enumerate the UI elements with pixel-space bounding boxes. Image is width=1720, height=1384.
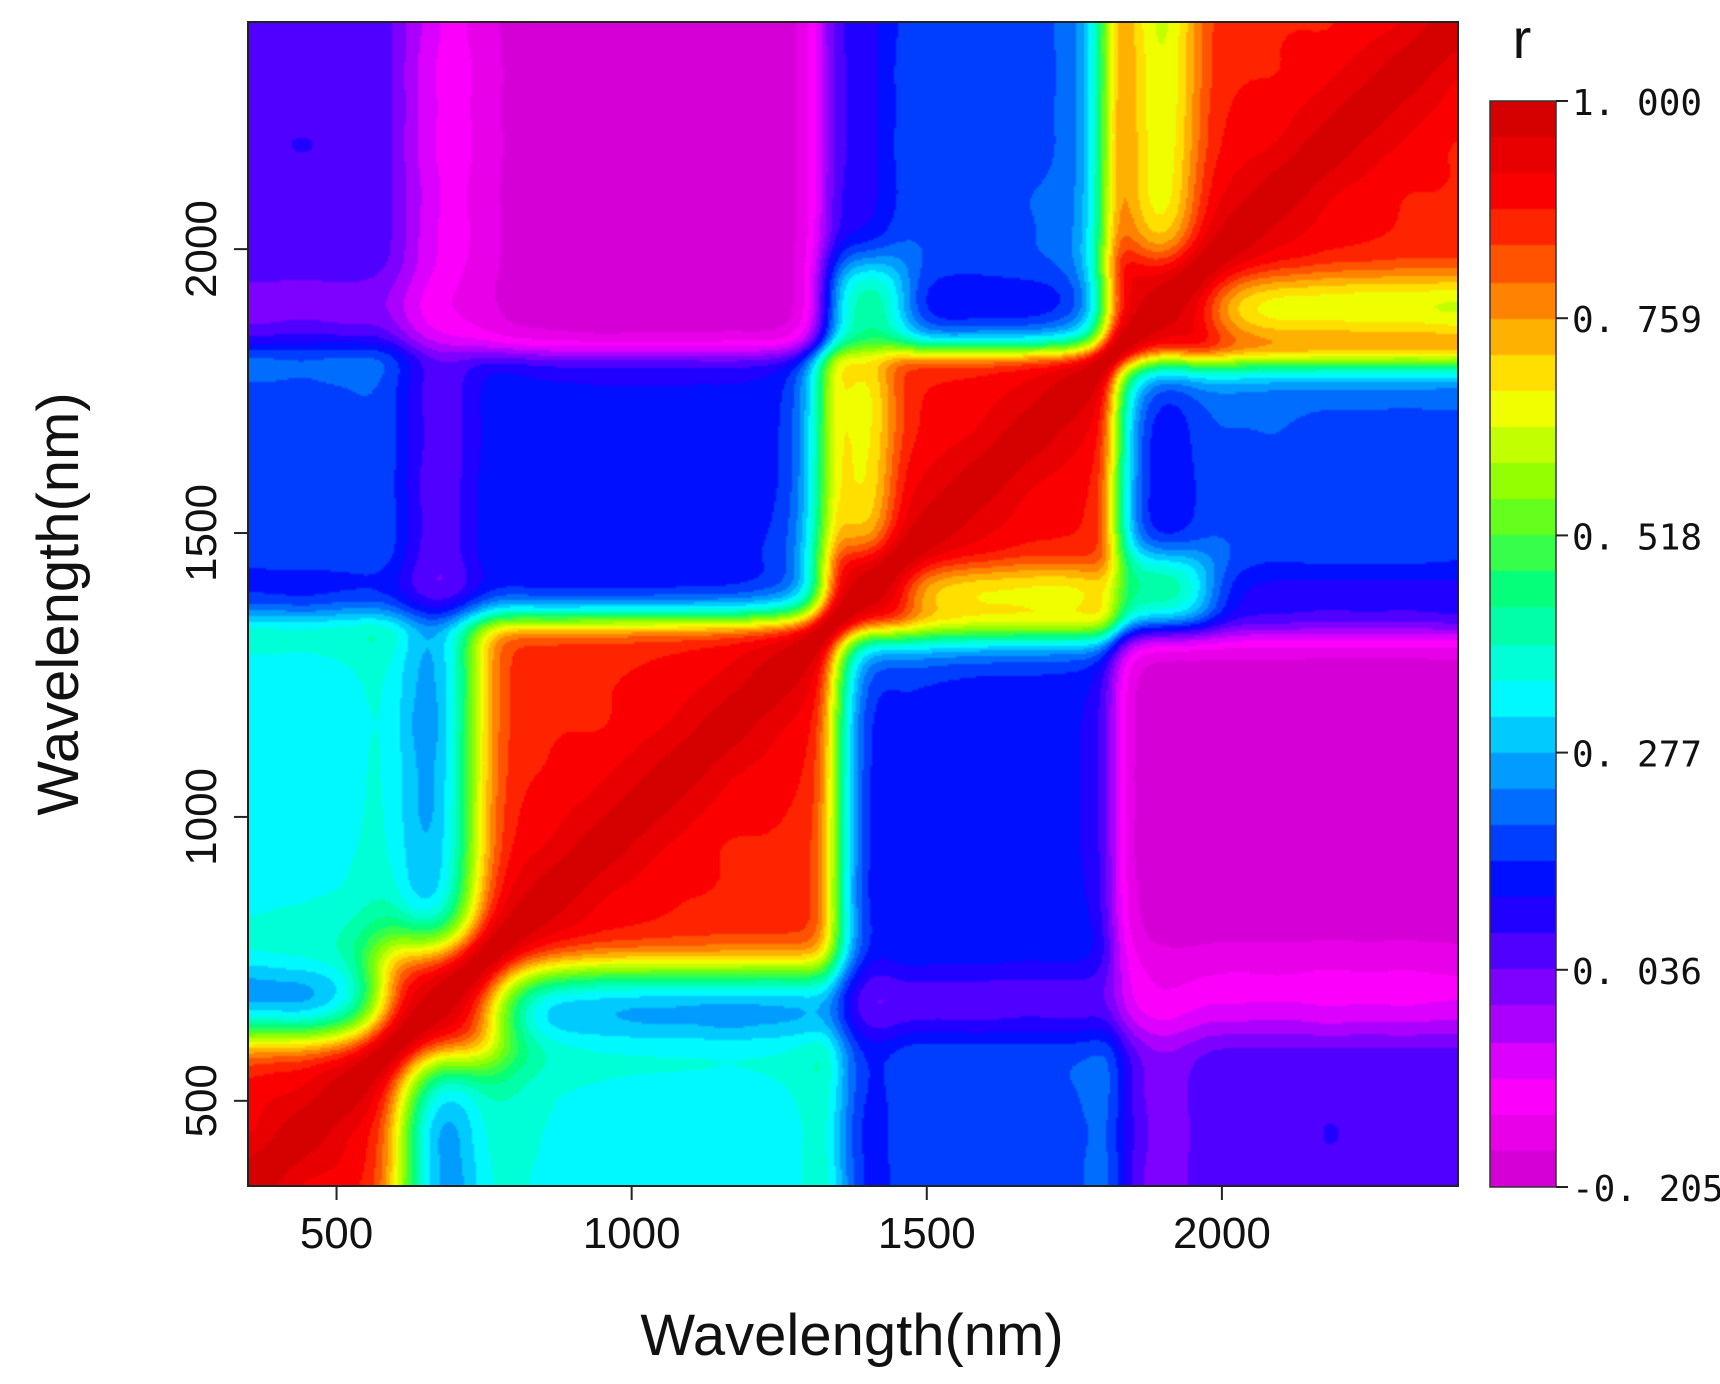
colorbar-tick-label: -0. 205 bbox=[1572, 1169, 1720, 1210]
plot-frame bbox=[247, 21, 1459, 1187]
x-tick-label: 500 bbox=[300, 1209, 373, 1258]
y-tick-label: 1000 bbox=[177, 768, 226, 866]
y-axis-ticks: 500 1000 1500 2000 bbox=[177, 200, 248, 1138]
y-axis-label: Wavelength(nm) bbox=[26, 392, 91, 815]
y-tick-label: 500 bbox=[177, 1064, 226, 1137]
x-tick-label: 2000 bbox=[1173, 1209, 1271, 1258]
colorbar-ticks: 1. 000 0. 759 0. 518 0. 277 0. 036 -0. 205 bbox=[1556, 83, 1720, 1210]
colorbar-title: r bbox=[1513, 7, 1532, 70]
x-tick-label: 1000 bbox=[583, 1209, 681, 1258]
colorbar-tick-label: 0. 518 bbox=[1572, 517, 1702, 558]
colorbar-tick-label: 1. 000 bbox=[1572, 83, 1702, 124]
colorbar-tick-label: 0. 277 bbox=[1572, 735, 1702, 776]
x-tick-label: 1500 bbox=[878, 1209, 976, 1258]
colorbar-tick-label: 0. 759 bbox=[1572, 300, 1702, 341]
y-tick-label: 2000 bbox=[177, 200, 226, 298]
colorbar-frame bbox=[1489, 100, 1557, 1188]
y-tick-label: 1500 bbox=[177, 484, 226, 582]
heatmap-plot-area bbox=[248, 22, 1458, 1186]
colorbar-tick-label: 0. 036 bbox=[1572, 952, 1702, 993]
x-axis-label: Wavelength(nm) bbox=[640, 1303, 1063, 1368]
colorbar bbox=[1490, 101, 1556, 1187]
x-axis-ticks: 500 1000 1500 2000 bbox=[300, 1186, 1271, 1258]
